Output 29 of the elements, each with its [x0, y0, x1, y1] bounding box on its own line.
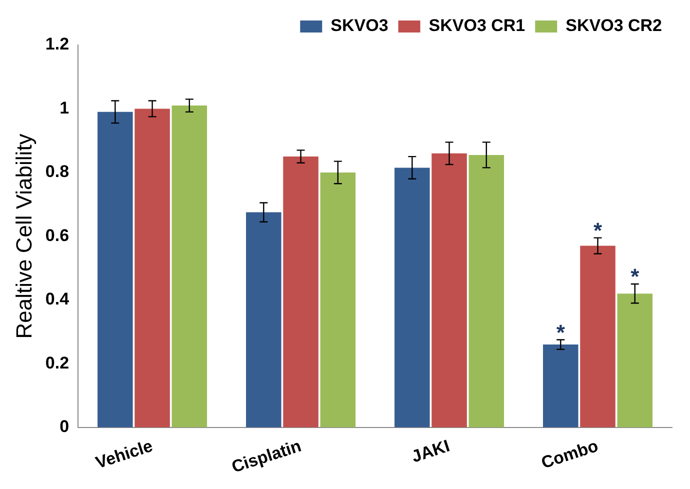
legend-label: SKVO3 CR2	[566, 16, 662, 36]
annotation: *	[593, 218, 602, 243]
y-tick-label: 0.8	[45, 162, 70, 182]
y-tick-label: 1.2	[45, 34, 70, 54]
bar	[542, 344, 578, 428]
bar	[98, 112, 133, 428]
bar	[134, 108, 170, 428]
bar	[432, 153, 467, 428]
y-tick-label: 0.6	[45, 226, 70, 245]
y-tick-label: 0.2	[45, 353, 70, 372]
y-tick-label: 0	[60, 417, 70, 436]
legend-label: SKVO3	[330, 16, 388, 36]
bar	[617, 294, 653, 428]
legend-label: SKVO3 CR1	[428, 16, 526, 36]
x-tick-label: JAKI	[409, 436, 452, 466]
x-tick-label: Vehicle	[93, 436, 155, 472]
y-axis-title: Realtive Cell Viability	[11, 134, 36, 339]
bar	[580, 246, 616, 428]
y-tick-label: 1	[60, 98, 70, 118]
annotation: *	[630, 264, 640, 290]
bar	[394, 168, 430, 428]
y-tick-label: 0.4	[45, 290, 70, 309]
x-tick-label: Combo	[538, 436, 600, 472]
bar	[283, 156, 318, 428]
bar	[468, 154, 504, 428]
annotation: *	[556, 320, 566, 345]
bar	[172, 106, 208, 428]
bar	[320, 172, 356, 428]
bar	[246, 212, 282, 428]
